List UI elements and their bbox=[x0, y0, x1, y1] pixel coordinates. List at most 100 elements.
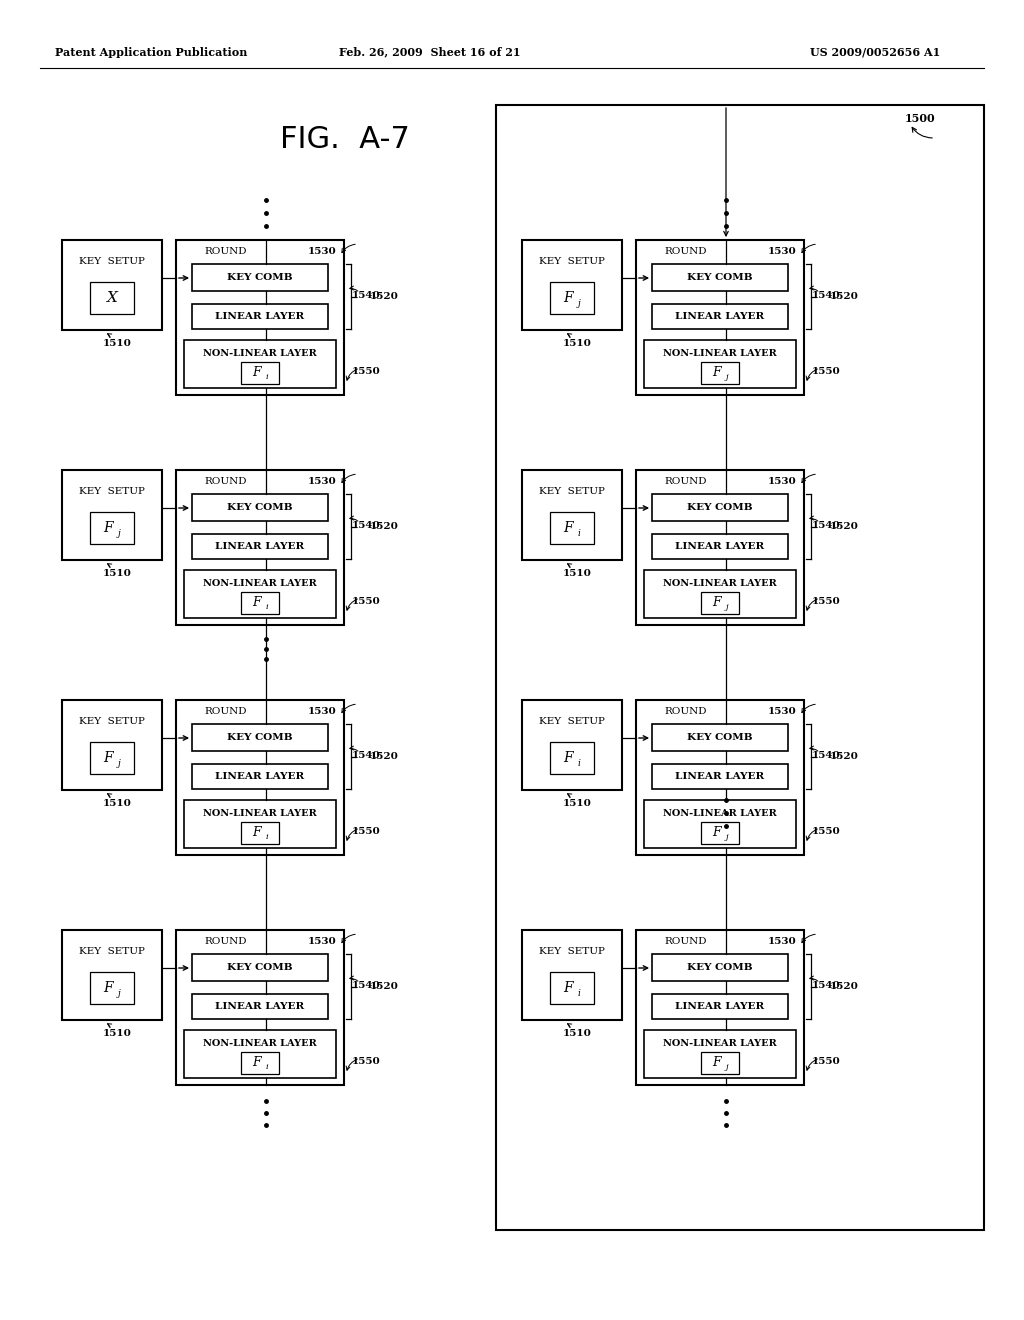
Text: X: X bbox=[106, 290, 118, 305]
Text: 1510: 1510 bbox=[562, 339, 592, 348]
Text: 1530: 1530 bbox=[767, 937, 796, 946]
Text: F: F bbox=[252, 826, 260, 840]
Bar bbox=[701, 591, 739, 614]
Bar bbox=[184, 341, 336, 388]
Text: LINEAR LAYER: LINEAR LAYER bbox=[215, 1002, 304, 1011]
Text: KEY COMB: KEY COMB bbox=[687, 733, 753, 742]
Bar bbox=[652, 494, 788, 521]
Text: KEY COMB: KEY COMB bbox=[227, 503, 293, 512]
Text: 1540: 1540 bbox=[812, 981, 841, 990]
Bar bbox=[193, 954, 328, 981]
Text: 1540: 1540 bbox=[812, 290, 841, 300]
Bar bbox=[701, 822, 739, 843]
Text: j: j bbox=[726, 374, 728, 381]
Bar bbox=[652, 535, 788, 558]
Text: LINEAR LAYER: LINEAR LAYER bbox=[676, 1002, 765, 1011]
Text: KEY  SETUP: KEY SETUP bbox=[539, 718, 605, 726]
Bar bbox=[90, 282, 134, 314]
Text: F: F bbox=[252, 1056, 260, 1069]
Text: ROUND: ROUND bbox=[204, 478, 247, 487]
Text: 1510: 1510 bbox=[562, 1030, 592, 1039]
Bar bbox=[636, 240, 804, 395]
Bar bbox=[62, 931, 162, 1020]
Bar bbox=[184, 570, 336, 618]
Text: 1550: 1550 bbox=[352, 828, 381, 837]
Text: 1550: 1550 bbox=[812, 367, 841, 376]
Bar bbox=[193, 304, 328, 329]
Text: i: i bbox=[578, 989, 581, 998]
Text: 1520: 1520 bbox=[370, 521, 399, 531]
Text: F: F bbox=[252, 597, 260, 610]
Text: i: i bbox=[265, 374, 268, 381]
Bar bbox=[522, 931, 622, 1020]
Text: i: i bbox=[265, 833, 268, 841]
Text: ROUND: ROUND bbox=[204, 708, 247, 717]
Text: F: F bbox=[563, 290, 572, 305]
Text: LINEAR LAYER: LINEAR LAYER bbox=[215, 543, 304, 550]
Bar bbox=[176, 240, 344, 395]
Bar bbox=[241, 591, 279, 614]
Text: j: j bbox=[726, 603, 728, 611]
Text: NON-LINEAR LAYER: NON-LINEAR LAYER bbox=[664, 350, 777, 359]
Bar bbox=[550, 972, 594, 1005]
Bar bbox=[184, 1030, 336, 1078]
Text: 1530: 1530 bbox=[307, 708, 336, 717]
Text: NON-LINEAR LAYER: NON-LINEAR LAYER bbox=[203, 579, 316, 589]
Bar bbox=[193, 535, 328, 558]
Bar bbox=[652, 304, 788, 329]
Text: 1510: 1510 bbox=[562, 569, 592, 578]
Text: KEY  SETUP: KEY SETUP bbox=[79, 948, 145, 957]
Bar bbox=[522, 240, 622, 330]
Text: i: i bbox=[265, 603, 268, 611]
Bar bbox=[90, 972, 134, 1005]
Text: F: F bbox=[563, 521, 572, 535]
Text: KEY COMB: KEY COMB bbox=[227, 733, 293, 742]
Text: 1520: 1520 bbox=[830, 292, 859, 301]
Text: j: j bbox=[118, 759, 121, 767]
Text: ROUND: ROUND bbox=[204, 937, 247, 946]
Text: 1540: 1540 bbox=[352, 520, 381, 529]
Text: 1530: 1530 bbox=[767, 708, 796, 717]
Text: KEY  SETUP: KEY SETUP bbox=[539, 487, 605, 496]
Text: KEY  SETUP: KEY SETUP bbox=[79, 718, 145, 726]
Bar bbox=[652, 723, 788, 751]
Text: j: j bbox=[726, 1063, 728, 1071]
Bar bbox=[550, 512, 594, 544]
Bar bbox=[701, 1052, 739, 1074]
Text: i: i bbox=[578, 528, 581, 537]
Text: KEY  SETUP: KEY SETUP bbox=[539, 257, 605, 267]
Text: 1550: 1550 bbox=[352, 598, 381, 606]
Text: KEY COMB: KEY COMB bbox=[687, 503, 753, 512]
Text: 1550: 1550 bbox=[352, 1057, 381, 1067]
Text: 1520: 1520 bbox=[830, 752, 859, 762]
Text: 1510: 1510 bbox=[102, 569, 131, 578]
Bar bbox=[636, 931, 804, 1085]
Text: KEY COMB: KEY COMB bbox=[687, 964, 753, 972]
Bar bbox=[652, 764, 788, 789]
Text: 1550: 1550 bbox=[352, 367, 381, 376]
Bar bbox=[193, 264, 328, 290]
Bar bbox=[644, 1030, 796, 1078]
Text: NON-LINEAR LAYER: NON-LINEAR LAYER bbox=[664, 579, 777, 589]
Text: 1540: 1540 bbox=[352, 981, 381, 990]
Bar bbox=[193, 723, 328, 751]
Text: F: F bbox=[103, 751, 113, 766]
Text: US 2009/0052656 A1: US 2009/0052656 A1 bbox=[810, 46, 940, 58]
Bar bbox=[652, 954, 788, 981]
Text: F: F bbox=[563, 751, 572, 766]
Bar bbox=[241, 1052, 279, 1074]
Bar bbox=[176, 931, 344, 1085]
Text: LINEAR LAYER: LINEAR LAYER bbox=[676, 543, 765, 550]
Bar bbox=[62, 470, 162, 560]
Text: j: j bbox=[726, 833, 728, 841]
Text: i: i bbox=[578, 759, 581, 767]
Text: ROUND: ROUND bbox=[664, 248, 707, 256]
Bar bbox=[636, 470, 804, 624]
Text: 1550: 1550 bbox=[812, 598, 841, 606]
Text: 1530: 1530 bbox=[307, 478, 336, 487]
Bar bbox=[550, 742, 594, 774]
Text: ROUND: ROUND bbox=[664, 937, 707, 946]
Text: NON-LINEAR LAYER: NON-LINEAR LAYER bbox=[203, 350, 316, 359]
Text: F: F bbox=[712, 367, 720, 380]
Bar bbox=[550, 282, 594, 314]
